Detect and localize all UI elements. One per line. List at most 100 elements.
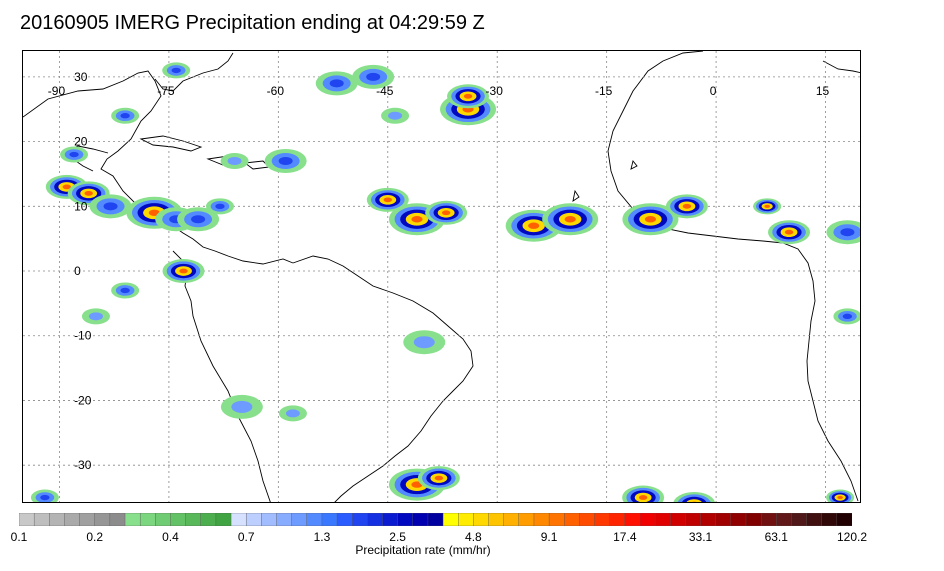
precip-cell (62, 184, 71, 190)
precip-cell (69, 151, 79, 158)
longitude-label: 0 (710, 84, 717, 98)
colorbar-swatch (109, 513, 126, 526)
colorbar-tick-label: 0.1 (10, 530, 28, 544)
colorbar-swatch (170, 513, 187, 526)
latitude-label: -30 (74, 458, 92, 472)
colorbar-swatch (382, 513, 399, 526)
colorbar-swatch (94, 513, 111, 526)
colorbar-tick-label: 0.4 (162, 530, 179, 544)
precip-cell (837, 495, 843, 500)
colorbar-tick-label: 1.3 (313, 530, 331, 544)
precip-cell (764, 204, 770, 208)
colorbar-swatch (564, 513, 580, 526)
colorbar-swatch (261, 513, 277, 526)
colorbar-swatch (760, 513, 777, 526)
precip-cell (413, 336, 435, 349)
colorbar-swatch (306, 513, 323, 526)
colorbar-swatch (245, 513, 262, 526)
colorbar-tick-label: 33.1 (688, 530, 713, 544)
colorbar-title-text: Precipitation rate (mm/hr) (355, 543, 491, 557)
longitude-label: 15 (816, 84, 830, 98)
colorbar (19, 513, 852, 526)
colorbar-swatch (609, 513, 626, 526)
precip-cell (644, 216, 657, 223)
colorbar-swatch (397, 513, 414, 526)
colorbar-swatch (518, 513, 535, 526)
precip-cell (40, 494, 50, 501)
precip-cell (231, 400, 253, 413)
precip-cell (842, 313, 853, 319)
colorbar-swatch (352, 513, 368, 526)
colorbar-swatch (336, 513, 353, 526)
colorbar-swatch (458, 513, 474, 526)
colorbar-swatch (836, 513, 852, 526)
map-title: 20160905 IMERG Precipitation ending at 0… (20, 12, 485, 34)
colorbar-swatch (654, 513, 671, 526)
colorbar-swatch (548, 513, 565, 526)
colorbar-swatch (230, 513, 247, 526)
colorbar-swatch (215, 513, 232, 526)
colorbar-swatch (276, 513, 293, 526)
longitude-label: -15 (595, 84, 613, 98)
precipitation-map: -90 -75 -60 -45 -30 -15 0 15 30 20 10 0 -10 -20 -30 (22, 50, 861, 503)
longitude-label: -45 (376, 84, 394, 98)
precip-cell (411, 216, 423, 223)
precipitation-field (30, 62, 860, 502)
colorbar-tick-label: 120.2 (836, 530, 868, 544)
precip-cell (638, 495, 648, 500)
precip-cell (278, 157, 293, 166)
precip-cell (528, 222, 540, 229)
precip-cell (285, 409, 300, 418)
colorbar-swatch (730, 513, 747, 526)
colorbar-swatch (49, 513, 65, 526)
precip-cell (784, 229, 794, 235)
longitude-label: -60 (267, 84, 285, 98)
precip-cell (215, 203, 225, 209)
colorbar-tick-label: 0.7 (237, 530, 255, 544)
precip-cell (682, 203, 692, 209)
colorbar-swatch (624, 513, 641, 526)
latitude-labels: 30 20 10 0 -10 -20 -30 (74, 70, 92, 472)
latitude-label: -20 (74, 393, 92, 407)
colorbar-swatch (64, 513, 81, 526)
colorbar-tick-label: 9.1 (540, 530, 558, 544)
colorbar-swatch (139, 513, 156, 526)
colorbar-swatch (670, 513, 686, 526)
colorbar-swatch (19, 513, 35, 526)
precip-cell (171, 67, 181, 74)
precip-cell (463, 93, 473, 99)
colorbar-swatch (533, 513, 550, 526)
latitude-label: -10 (74, 329, 92, 343)
precip-cell (434, 475, 444, 481)
precip-cell (388, 111, 403, 120)
colorbar-swatch (427, 513, 444, 526)
colorbar-swatch (821, 513, 838, 526)
precip-cell (84, 190, 93, 196)
colorbar-swatch (776, 513, 792, 526)
longitude-label: -90 (48, 84, 66, 98)
precip-cell (564, 216, 576, 223)
precip-cell (227, 157, 242, 166)
colorbar-tick-labels: 0.1 0.2 0.4 0.7 1.3 2.5 4.8 9.1 17.4 33.1 63.1 120.… (0, 530, 944, 544)
colorbar-title: Precipitation rate (mm/hr) (0, 543, 944, 557)
colorbar-swatch (200, 513, 217, 526)
colorbar-swatch (594, 513, 611, 526)
colorbar-swatch (321, 513, 338, 526)
colorbar-swatch (579, 513, 596, 526)
gridlines (23, 51, 860, 502)
latitude-label: 0 (74, 264, 81, 278)
latitude-label: 30 (74, 70, 88, 84)
precip-cell (179, 268, 188, 274)
colorbar-swatch (488, 513, 505, 526)
longitude-label: -75 (157, 84, 175, 98)
latitude-label: 20 (74, 135, 88, 149)
colorbar-swatch (367, 513, 383, 526)
colorbar-tick-label: 17.4 (613, 530, 637, 544)
latitude-label: 10 (74, 199, 88, 213)
colorbar-swatch (442, 513, 459, 526)
precip-cell (191, 215, 206, 224)
precip-cell (441, 210, 451, 216)
precip-cell (329, 79, 344, 88)
longitude-label: -30 (486, 84, 504, 98)
colorbar-tick-label: 0.2 (86, 530, 104, 544)
